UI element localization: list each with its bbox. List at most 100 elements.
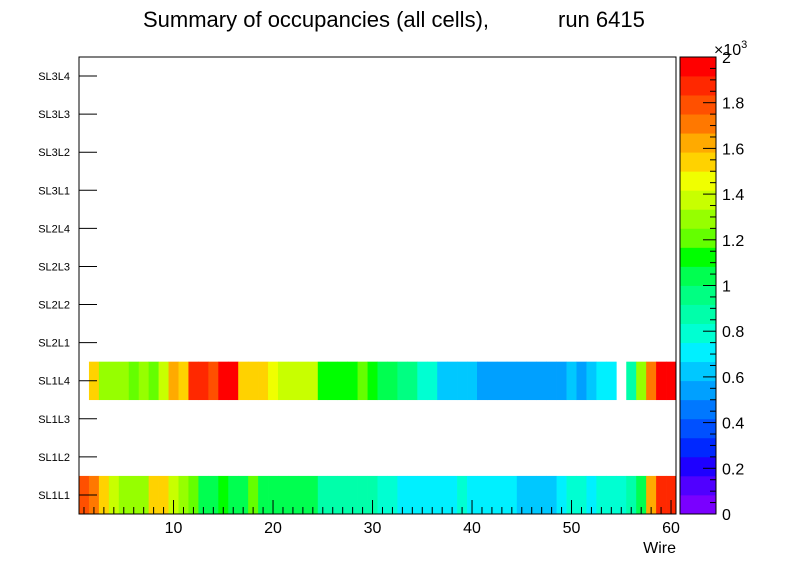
heatmap-cell — [148, 475, 159, 515]
color-scale-segment — [680, 228, 716, 248]
y-tick-label: SL3L3 — [38, 109, 70, 121]
color-scale-tick-label: 1 — [722, 279, 731, 296]
heatmap-cell — [178, 475, 189, 515]
heatmap-cell — [536, 361, 547, 401]
heatmap-cell — [616, 475, 627, 515]
heatmap-cell — [427, 361, 438, 401]
heatmap-cell — [516, 361, 528, 401]
heatmap-cell — [636, 475, 647, 515]
heatmap-cell — [486, 475, 498, 515]
y-tick-label: SL3L4 — [38, 71, 70, 83]
heatmap-cell — [407, 475, 418, 515]
heatmap-cell — [596, 361, 607, 401]
heatmap-cell — [417, 475, 428, 515]
heatmap-cell — [228, 361, 239, 401]
heatmap-cell — [586, 475, 597, 515]
chart-title: Summary of occupancies (all cells), — [143, 7, 489, 32]
heatmap-cell — [158, 475, 169, 515]
color-scale-segment — [680, 247, 716, 267]
x-axis: 10 20 30 40 50 60 — [83, 500, 680, 537]
heatmap-cell — [248, 475, 259, 515]
heatmap-cell — [477, 475, 488, 515]
color-scale-segment — [680, 342, 716, 363]
heatmap-cell — [208, 361, 219, 401]
heatmap-cell — [238, 475, 249, 515]
heatmap-cell — [447, 361, 458, 401]
plot-frame — [78, 56, 677, 515]
run-label: run 6415 — [558, 7, 645, 32]
color-scale-segment — [680, 95, 716, 115]
heatmap-cell — [367, 475, 378, 515]
color-scale-segment — [680, 418, 716, 439]
y-tick-label: SL2L3 — [38, 261, 70, 273]
heatmap-cell — [287, 361, 299, 401]
color-scale-segment — [680, 57, 716, 77]
heatmap-cell — [307, 475, 319, 515]
heatmap-cell — [258, 475, 269, 515]
heatmap-cell — [178, 361, 189, 401]
color-scale-exponent: ×103 — [714, 39, 747, 59]
heatmap-cell — [228, 475, 239, 515]
heatmap-cell — [486, 361, 498, 401]
heatmap-cell — [457, 475, 468, 515]
color-scale-segment — [680, 399, 716, 420]
heatmap-cell — [666, 361, 677, 401]
heatmap-cell — [646, 475, 657, 515]
heatmap-cell — [646, 361, 657, 401]
color-scale-segment — [680, 190, 716, 210]
heatmap-cell — [636, 361, 647, 401]
heatmap-cell — [98, 475, 110, 515]
heatmap-cell — [278, 361, 289, 401]
heatmap-cell — [656, 475, 667, 515]
heatmap-cell — [118, 361, 130, 401]
y-tick-label: SL3L1 — [38, 185, 70, 197]
heatmap-cell — [437, 475, 448, 515]
heatmap-cell — [516, 475, 528, 515]
heatmap-cell — [596, 475, 607, 515]
heatmap-cell — [556, 475, 567, 515]
heatmap-cell — [666, 475, 677, 515]
heatmap-cell — [268, 361, 279, 401]
heatmap-cell — [546, 361, 557, 401]
color-scale-tick-label: 0.8 — [722, 324, 744, 341]
color-scale — [680, 57, 716, 515]
color-scale-segment — [680, 323, 716, 344]
heatmap-cell — [576, 361, 587, 401]
heatmap-cell — [98, 361, 110, 401]
heatmap-cell — [198, 361, 209, 401]
heatmap-cell — [377, 361, 388, 401]
heatmap-cell — [566, 361, 577, 401]
color-scale-segment — [680, 494, 716, 515]
heatmap-cell — [626, 361, 637, 401]
heatmap-cell — [397, 475, 408, 515]
heatmap-cell — [248, 361, 259, 401]
heatmap-cell — [417, 361, 428, 401]
color-scale-segment — [680, 114, 716, 134]
heatmap-cell — [367, 361, 378, 401]
heatmap-cell — [536, 475, 547, 515]
y-tick-label: SL1L2 — [38, 452, 70, 464]
heatmap-cell — [556, 361, 567, 401]
color-scale-tick-label: 1.8 — [722, 96, 744, 113]
y-tick-label: SL2L1 — [38, 338, 70, 350]
x-tick-label: 20 — [264, 520, 282, 537]
color-scale-segment — [680, 266, 716, 286]
heatmap-cell — [317, 361, 329, 401]
heatmap-cell — [387, 361, 398, 401]
heatmap-cell — [606, 475, 617, 515]
heatmap-cell — [108, 475, 120, 515]
heatmap-cells — [79, 361, 677, 515]
color-scale-segment — [680, 76, 716, 96]
heatmap-cell — [526, 475, 538, 515]
heatmap-cell — [546, 475, 557, 515]
color-scale-segment — [680, 304, 716, 324]
color-scale-tick-label: 1.6 — [722, 141, 744, 158]
color-scale-segment — [680, 437, 716, 458]
heatmap-cell — [447, 475, 458, 515]
color-scale-segment — [680, 152, 716, 172]
x-tick-label: 40 — [463, 520, 481, 537]
heatmap-cell — [307, 361, 319, 401]
heatmap-cell — [407, 361, 418, 401]
color-scale-tick-label: 1.2 — [722, 233, 744, 250]
